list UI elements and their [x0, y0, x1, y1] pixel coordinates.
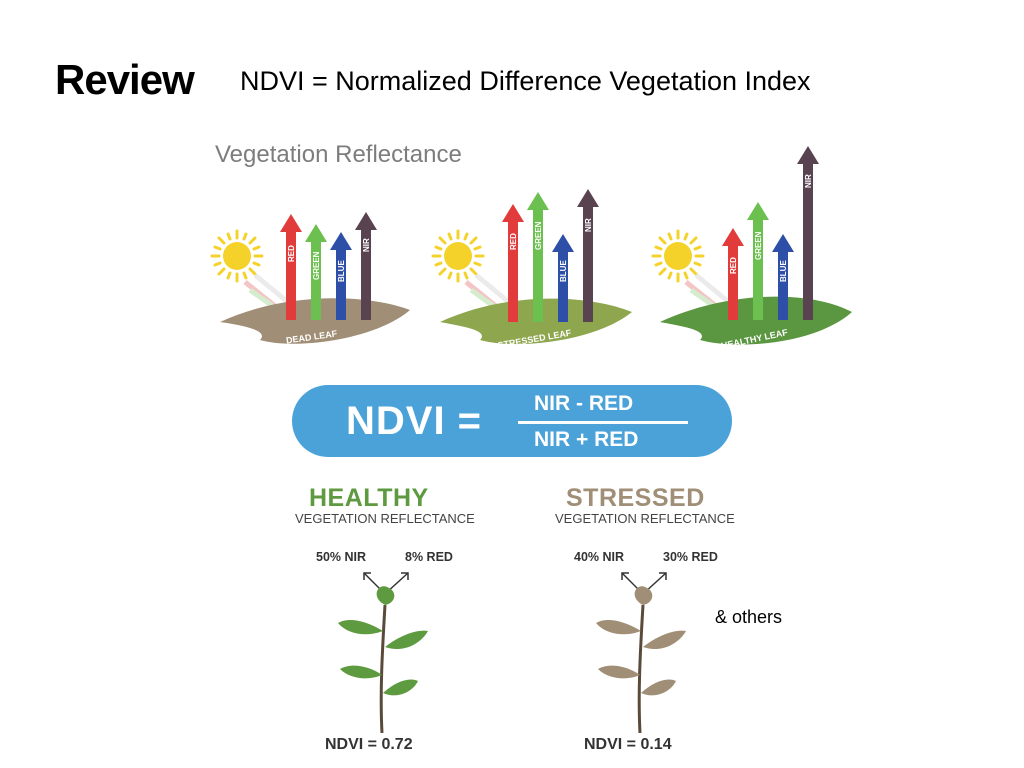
red-arrow-icon — [502, 204, 524, 322]
band-label-nir: NIR — [584, 218, 593, 232]
green-arrow-icon — [305, 224, 327, 320]
red-arrow-icon — [280, 214, 302, 320]
healthy-nir-label: 50% NIR — [316, 550, 367, 564]
healthy-ndvi-value: NDVI = 0.72 — [325, 736, 413, 753]
band-label-blue: BLUE — [337, 260, 346, 282]
nir-arrow-icon — [797, 146, 819, 320]
green-arrow-icon — [527, 192, 549, 322]
sun-icon — [431, 229, 485, 283]
stressed-ndvi-value: NDVI = 0.14 — [584, 736, 672, 753]
fraction-bar — [518, 421, 688, 424]
stressed-leaf-panel: STRESSED LEAF RED GREEN BLUE NIR — [431, 189, 632, 350]
slide-title: Review — [55, 56, 195, 103]
formula-denominator: NIR + RED — [534, 428, 639, 451]
healthy-leaf-panel: HEALTHY LEAF RED GREEN BLUE NIR — [651, 146, 852, 351]
stressed-title: STRESSED — [566, 484, 705, 512]
reflectance-title: Vegetation Reflectance — [215, 141, 462, 168]
blue-arrow-icon — [772, 234, 794, 320]
band-label-green: GREEN — [534, 221, 543, 250]
nir-arrow-icon — [355, 212, 377, 320]
formula-numerator: NIR - RED — [534, 392, 634, 415]
band-label-red: RED — [509, 233, 518, 250]
healthy-title: HEALTHY — [309, 484, 429, 512]
band-label-nir: NIR — [804, 174, 813, 188]
others-note: & others — [715, 607, 783, 627]
sun-icon — [651, 229, 705, 283]
red-arrow-icon — [722, 228, 744, 320]
band-label-green: GREEN — [754, 231, 763, 260]
healthy-red-label: 8% RED — [405, 550, 453, 564]
band-label-blue: BLUE — [559, 260, 568, 282]
band-label-nir: NIR — [362, 238, 371, 252]
slide-subtitle: NDVI = Normalized Difference Vegetation … — [240, 66, 811, 96]
healthy-plant-icon — [338, 572, 428, 733]
stressed-plant-icon — [596, 572, 686, 733]
stressed-subtitle: VEGETATION REFLECTANCE — [555, 511, 735, 526]
band-label-red: RED — [287, 245, 296, 262]
blue-arrow-icon — [330, 232, 352, 320]
blue-arrow-icon — [552, 234, 574, 322]
healthy-subtitle: VEGETATION REFLECTANCE — [295, 511, 475, 526]
band-label-green: GREEN — [312, 251, 321, 280]
stressed-red-label: 30% RED — [663, 550, 718, 564]
sun-icon — [210, 229, 264, 283]
nir-arrow-icon — [577, 189, 599, 322]
green-arrow-icon — [747, 202, 769, 320]
band-label-red: RED — [729, 257, 738, 274]
formula-lhs: NDVI = — [346, 399, 483, 443]
dead-leaf-panel: DEAD LEAF RED GREEN BLUE NIR — [210, 212, 410, 346]
stressed-nir-label: 40% NIR — [574, 550, 625, 564]
band-label-blue: BLUE — [779, 260, 788, 282]
reflectance-diagram: DEAD LEAF RED GREEN BLUE NIR STRESSED LE… — [210, 146, 852, 351]
